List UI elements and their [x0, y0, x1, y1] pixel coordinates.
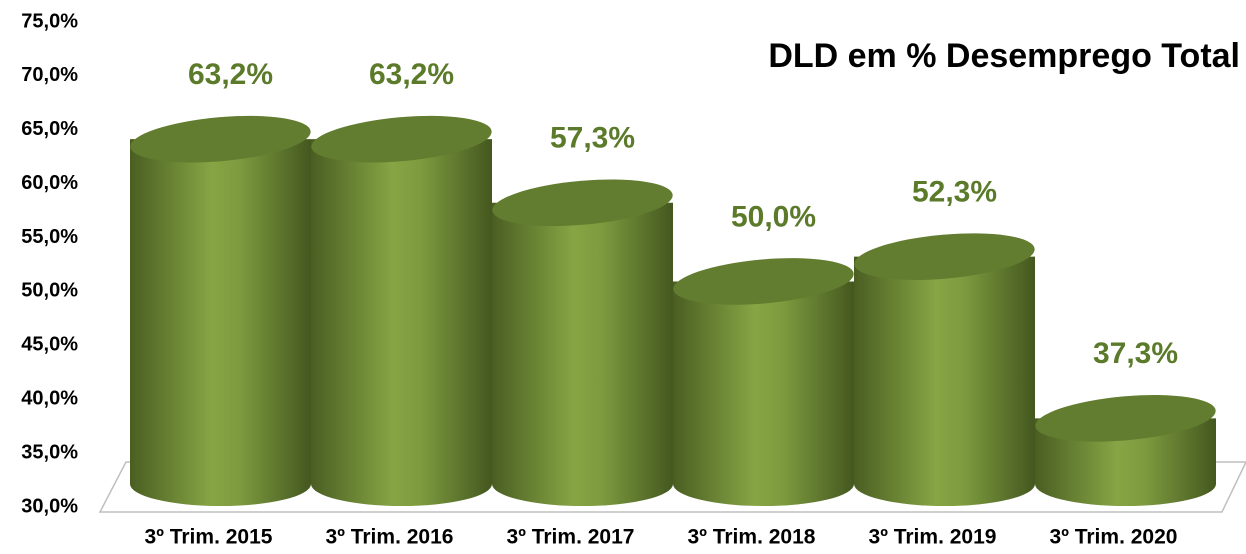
bar-top	[673, 258, 854, 305]
bar	[130, 139, 311, 506]
y-tick-label: 35,0%	[21, 441, 78, 463]
floor	[98, 461, 1246, 513]
bar	[311, 139, 492, 506]
x-tick-label: 3º Trim. 2016	[326, 526, 454, 549]
chart-title: DLD em % Desemprego Total	[768, 37, 1240, 75]
y-tick-label: 75,0%	[21, 10, 78, 32]
y-tick-label: 40,0%	[21, 388, 78, 410]
y-tick-label: 30,0%	[21, 495, 78, 517]
x-tick-label: 3º Trim. 2020	[1050, 526, 1178, 549]
bar-top	[130, 115, 311, 163]
x-tick-label: 3º Trim. 2015	[145, 526, 273, 549]
bar-top	[492, 179, 673, 227]
bar	[673, 281, 854, 506]
bar-top	[1035, 395, 1216, 442]
floor-plane	[98, 461, 1246, 513]
value-label: 52,3%	[912, 176, 997, 209]
y-tick-label: 65,0%	[21, 118, 78, 140]
y-tick-label: 70,0%	[21, 64, 78, 86]
value-label: 50,0%	[731, 200, 816, 233]
y-tick-label: 50,0%	[21, 280, 78, 302]
value-label: 63,2%	[188, 58, 273, 91]
x-tick-label: 3º Trim. 2019	[869, 526, 997, 549]
bar	[854, 256, 1035, 506]
x-tick-label: 3º Trim. 2017	[507, 526, 635, 549]
y-tick-label: 60,0%	[21, 172, 78, 194]
value-label: 37,3%	[1093, 337, 1178, 370]
y-tick-label: 55,0%	[21, 226, 78, 248]
bar	[492, 202, 673, 506]
x-tick-label: 3º Trim. 2018	[688, 526, 816, 549]
bar-top	[311, 115, 492, 163]
y-tick-label: 45,0%	[21, 334, 78, 356]
value-label: 63,2%	[369, 58, 454, 91]
value-label: 57,3%	[550, 122, 635, 155]
bar-top	[854, 233, 1035, 280]
